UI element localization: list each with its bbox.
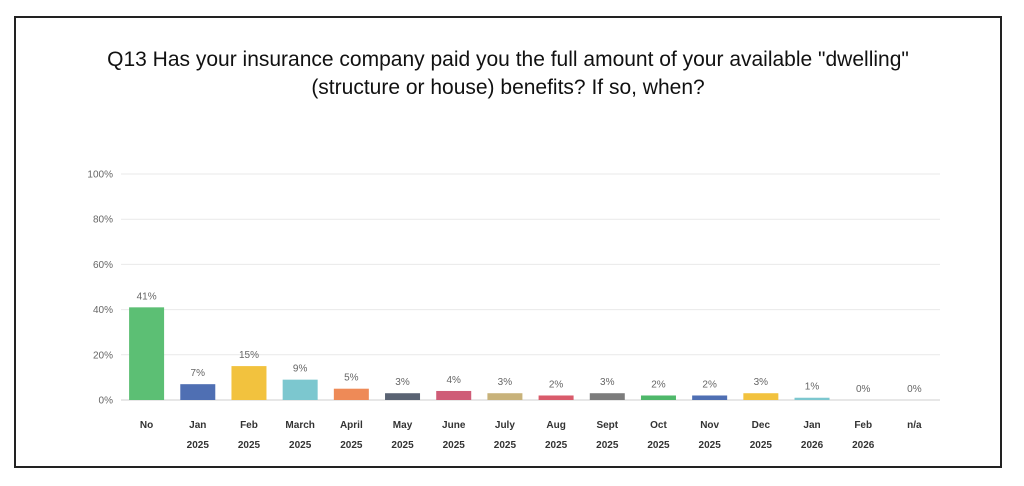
- data-label: 0%: [907, 384, 922, 395]
- bar: [692, 395, 728, 400]
- bar: [589, 393, 625, 400]
- bar: [333, 388, 369, 400]
- x-tick-label: May: [393, 420, 413, 431]
- bar: [538, 395, 574, 400]
- bar: [794, 397, 830, 400]
- x-tick-label: n/a: [907, 420, 922, 431]
- x-tick-label-year: 2025: [238, 440, 261, 451]
- data-label: 2%: [702, 379, 717, 390]
- bar: [129, 307, 165, 400]
- x-tick-label: Oct: [650, 420, 667, 431]
- x-tick-label: No: [140, 420, 153, 431]
- bar: [640, 395, 676, 400]
- data-label: 1%: [805, 382, 820, 393]
- data-label: 15%: [239, 350, 259, 361]
- bar: [231, 366, 267, 400]
- x-tick-label: Feb: [854, 420, 872, 431]
- x-tick-label: Jan: [189, 420, 206, 431]
- bar: [180, 384, 216, 400]
- x-tick-label-year: 2025: [750, 440, 773, 451]
- data-label: 2%: [549, 379, 564, 390]
- x-tick-label: Feb: [240, 420, 258, 431]
- y-tick-label: 60%: [93, 260, 113, 271]
- y-tick-label: 80%: [93, 215, 113, 226]
- y-tick-label: 100%: [87, 170, 113, 181]
- x-tick-label: Sept: [596, 420, 618, 431]
- y-tick-label: 20%: [93, 350, 113, 361]
- x-tick-label: Nov: [700, 420, 719, 431]
- x-tick-label-year: 2025: [391, 440, 414, 451]
- x-tick-label-year: 2025: [443, 440, 466, 451]
- x-tick-label: July: [495, 420, 515, 431]
- y-tick-label: 40%: [93, 305, 113, 316]
- data-label: 41%: [137, 291, 157, 302]
- x-tick-label-year: 2025: [545, 440, 568, 451]
- data-label: 4%: [446, 375, 461, 386]
- data-label: 3%: [395, 377, 410, 388]
- x-tick-label: Aug: [546, 420, 565, 431]
- data-label: 9%: [293, 364, 308, 375]
- chart-title: Q13 Has your insurance company paid you …: [16, 46, 1000, 102]
- y-tick-label: 0%: [99, 396, 114, 407]
- bar: [743, 393, 779, 400]
- x-tick-label: Dec: [752, 420, 771, 431]
- bar: [282, 379, 318, 400]
- chart-frame: Q13 Has your insurance company paid you …: [14, 16, 1002, 468]
- x-tick-label-year: 2025: [340, 440, 363, 451]
- x-tick-label-year: 2025: [494, 440, 517, 451]
- chart-title-line-2: (structure or house) benefits? If so, wh…: [311, 76, 705, 99]
- x-tick-label-year: 2025: [699, 440, 722, 451]
- bar: [487, 393, 523, 400]
- x-tick-label: Jan: [803, 420, 820, 431]
- x-tick-label-year: 2025: [289, 440, 312, 451]
- x-tick-label-year: 2025: [647, 440, 670, 451]
- x-tick-label-year: 2026: [852, 440, 875, 451]
- x-tick-label-year: 2025: [596, 440, 619, 451]
- data-label: 5%: [344, 373, 359, 384]
- data-label: 3%: [498, 377, 513, 388]
- data-label: 7%: [191, 368, 206, 379]
- x-tick-label: June: [442, 420, 466, 431]
- x-tick-label: April: [340, 420, 363, 431]
- x-tick-label: March: [285, 420, 314, 431]
- data-label: 3%: [754, 377, 769, 388]
- x-tick-label-year: 2025: [187, 440, 210, 451]
- bar: [436, 390, 472, 400]
- bar: [385, 393, 421, 400]
- data-label: 3%: [600, 377, 615, 388]
- data-label: 2%: [651, 379, 666, 390]
- chart-title-line-1: Q13 Has your insurance company paid you …: [107, 48, 909, 71]
- x-tick-label-year: 2026: [801, 440, 824, 451]
- data-label: 0%: [856, 384, 871, 395]
- bar-chart: 0% 20% 40% 60% 80% 100% 41% No 7% Jan 2025 15% Feb 20…: [87, 170, 940, 451]
